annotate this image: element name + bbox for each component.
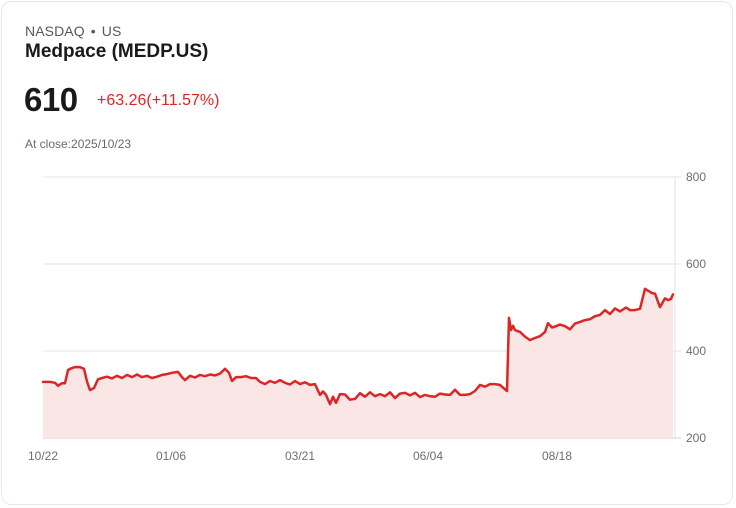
exchange-name: NASDAQ	[25, 23, 85, 39]
x-tick-label: 03/21	[285, 449, 315, 463]
y-tick-label: 200	[686, 431, 706, 445]
close-date: At close:2025/10/23	[25, 137, 132, 151]
stock-title: Medpace (MEDP.US)	[25, 41, 209, 62]
price-area-fill	[43, 288, 673, 438]
separator-dot: •	[90, 23, 96, 39]
price-line	[41, 287, 675, 406]
x-axis: 10/22 01/06 03/21 06/04 08/18	[28, 449, 572, 463]
x-tick-label: 06/04	[413, 449, 443, 463]
y-tick-label: 600	[686, 257, 706, 271]
current-price: 610	[24, 81, 78, 118]
x-tick-label: 10/22	[28, 449, 58, 463]
exchange-info: NASDAQ • US	[25, 23, 121, 39]
price-change: +63.26(+11.57%)	[97, 92, 220, 109]
y-axis: 200 400 600 800	[686, 170, 706, 445]
region: US	[101, 23, 122, 39]
x-tick-label: 01/06	[156, 449, 186, 463]
x-tick-label: 08/18	[542, 449, 572, 463]
y-tick-label: 400	[686, 344, 706, 358]
y-tick-label: 800	[686, 170, 706, 184]
